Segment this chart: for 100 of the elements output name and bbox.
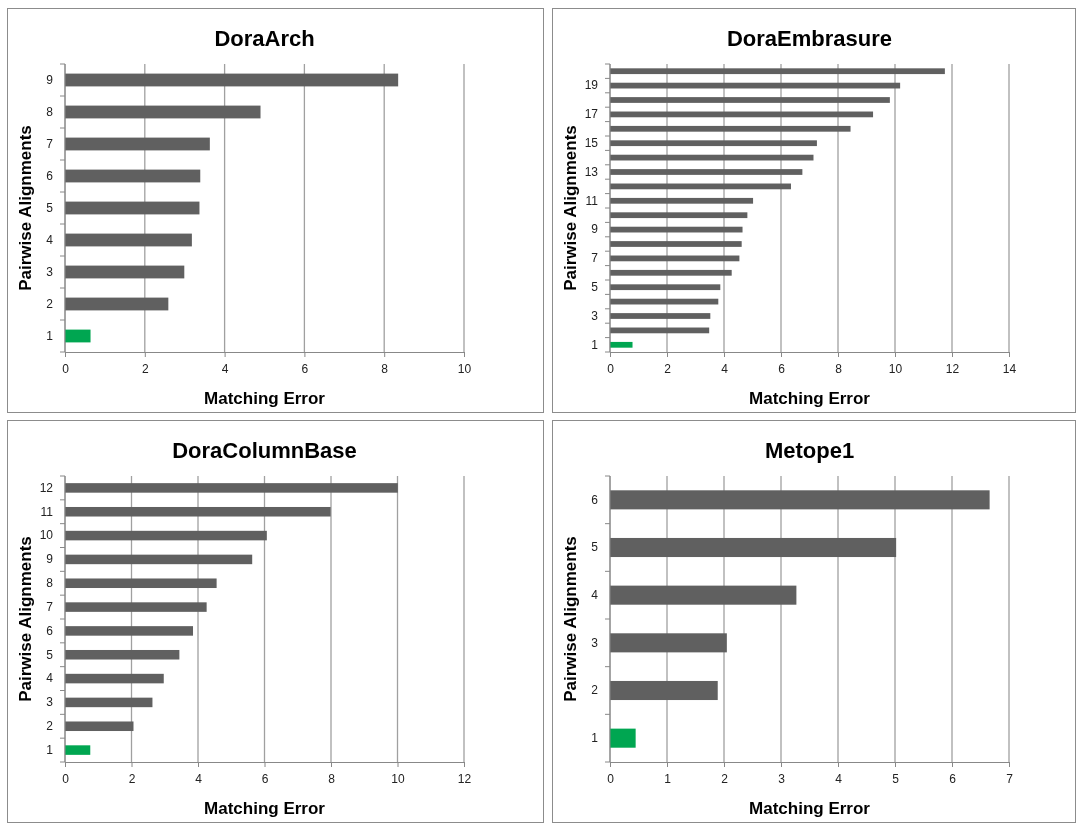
- bar: [65, 626, 194, 636]
- x-tick-label: 6: [261, 772, 269, 787]
- y-tick-label: 7: [591, 251, 599, 266]
- y-tick-label: 4: [46, 232, 54, 247]
- y-tick-label: 5: [46, 200, 54, 215]
- x-tick-label: 0: [62, 772, 70, 787]
- y-tick-label: 11: [40, 504, 54, 519]
- y-tick-label: 1: [46, 742, 54, 757]
- x-tick-label: 10: [457, 362, 472, 377]
- bar: [65, 554, 253, 565]
- bar: [65, 265, 185, 279]
- bar: [65, 578, 217, 589]
- chart-title: DoraArch: [214, 26, 315, 51]
- x-tick-label: 0: [607, 362, 615, 377]
- y-tick-label: 8: [46, 104, 54, 119]
- x-tick-label: 6: [778, 362, 786, 377]
- y-tick-label: 11: [585, 193, 599, 208]
- y-axis-title: Pairwise Alignments: [16, 125, 35, 291]
- y-tick-label: 6: [46, 168, 54, 183]
- chart-title: DoraColumnBase: [172, 438, 357, 463]
- bar: [65, 169, 201, 183]
- x-tick-label: 0: [607, 772, 615, 787]
- y-tick-label: 5: [591, 280, 599, 295]
- y-tick-label: 13: [584, 164, 599, 179]
- x-tick-label: 6: [949, 772, 957, 787]
- x-tick-label: 12: [457, 772, 472, 787]
- x-tick-label: 4: [195, 772, 203, 787]
- bar: [610, 269, 732, 276]
- bar: [610, 490, 990, 510]
- y-tick-label: 8: [46, 576, 54, 591]
- x-tick-label: 4: [835, 772, 843, 787]
- bar: [65, 506, 331, 517]
- bar: [610, 680, 718, 701]
- y-tick-label: 2: [591, 683, 599, 698]
- bar: [65, 602, 207, 612]
- x-axis-title: Matching Error: [749, 389, 871, 408]
- x-tick-label: 4: [221, 362, 229, 377]
- y-tick-label: 4: [46, 671, 54, 686]
- y-axis-title: Pairwise Alignments: [561, 536, 580, 702]
- y-tick-label: 1: [46, 328, 54, 343]
- bar: [610, 169, 803, 175]
- x-tick-label: 10: [888, 362, 903, 377]
- y-tick-label: 3: [46, 264, 54, 279]
- x-tick-label: 2: [664, 362, 672, 377]
- bar: [65, 673, 164, 684]
- bar: [610, 313, 711, 319]
- y-tick-label: 3: [46, 695, 54, 710]
- bar: [65, 201, 200, 215]
- bar: [65, 721, 134, 732]
- bar: [610, 212, 748, 219]
- y-tick-label: 5: [46, 647, 54, 662]
- x-axis-title: Matching Error: [749, 799, 871, 818]
- y-tick-label: 15: [584, 136, 599, 151]
- x-tick-label: 7: [1006, 772, 1014, 787]
- x-axis-title: Matching Error: [204, 389, 326, 408]
- bar: [610, 537, 897, 558]
- y-tick-label: 9: [591, 222, 599, 237]
- y-tick-label: 3: [591, 308, 599, 323]
- x-tick-label: 5: [892, 772, 900, 787]
- bar: [610, 728, 636, 748]
- x-tick-label: 8: [328, 772, 336, 787]
- y-tick-label: 17: [584, 107, 599, 122]
- x-tick-label: 4: [721, 362, 729, 377]
- bar: [610, 241, 742, 247]
- y-tick-label: 4: [591, 588, 599, 603]
- y-tick-label: 19: [584, 78, 599, 93]
- bar: [610, 284, 721, 291]
- y-tick-label: 2: [46, 296, 54, 311]
- y-tick-label: 10: [39, 528, 54, 543]
- bar: [65, 73, 399, 87]
- x-tick-label: 2: [141, 362, 149, 377]
- x-tick-label: 6: [301, 362, 309, 377]
- bar: [610, 633, 727, 653]
- x-tick-label: 8: [835, 362, 843, 377]
- bar: [65, 483, 398, 493]
- y-tick-label: 6: [591, 492, 599, 507]
- x-tick-label: 0: [62, 362, 70, 377]
- x-tick-label: 14: [1002, 362, 1017, 377]
- bar: [65, 137, 210, 151]
- y-tick-label: 7: [46, 599, 54, 614]
- y-tick-label: 6: [46, 623, 54, 638]
- x-tick-label: 2: [721, 772, 729, 787]
- bar: [65, 649, 180, 660]
- y-tick-label: 9: [46, 552, 54, 567]
- y-axis-title: Pairwise Alignments: [16, 536, 35, 702]
- y-tick-label: 2: [46, 719, 54, 734]
- y-tick-label: 1: [591, 731, 599, 746]
- x-tick-label: 8: [381, 362, 389, 377]
- bar: [610, 140, 817, 147]
- bar: [610, 97, 890, 103]
- bar: [65, 745, 91, 755]
- x-axis-title: Matching Error: [204, 799, 326, 818]
- bar: [610, 585, 797, 605]
- x-tick-label: 3: [778, 772, 786, 787]
- y-tick-label: 7: [46, 136, 54, 151]
- x-tick-label: 12: [945, 362, 960, 377]
- bar: [65, 697, 153, 708]
- bar: [610, 197, 754, 204]
- bar: [65, 329, 91, 343]
- bar: [610, 125, 851, 132]
